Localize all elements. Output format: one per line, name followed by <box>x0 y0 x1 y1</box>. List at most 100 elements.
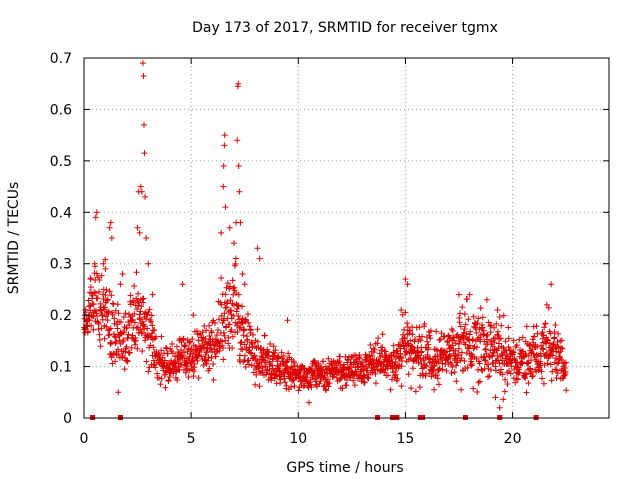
data-point <box>256 383 263 390</box>
data-point <box>123 343 130 350</box>
data-point <box>122 310 129 317</box>
data-point <box>139 348 146 355</box>
data-point <box>255 360 262 367</box>
data-point <box>306 399 312 406</box>
data-point <box>277 376 284 383</box>
data-point <box>502 376 509 383</box>
data-point <box>554 339 561 346</box>
data-point <box>353 369 360 376</box>
data-point <box>90 301 97 308</box>
data-point <box>480 327 487 334</box>
y-tick-label: 0.7 <box>50 51 72 67</box>
data-point <box>235 313 242 320</box>
data-point <box>126 349 133 356</box>
data-point <box>179 281 186 288</box>
data-point <box>482 357 489 364</box>
data-point <box>227 328 234 335</box>
data-point <box>548 281 555 288</box>
data-point <box>540 380 547 387</box>
data-point <box>418 348 425 355</box>
y-axis-label: SRMTID / TECUs <box>6 182 22 295</box>
data-point <box>231 240 237 247</box>
data-point <box>316 380 323 387</box>
data-point <box>477 336 484 343</box>
data-point <box>370 361 377 368</box>
data-point <box>220 163 227 169</box>
data-point <box>402 348 409 355</box>
data-point <box>452 340 459 347</box>
data-point <box>199 337 206 344</box>
data-point <box>143 235 150 241</box>
data-point <box>153 333 160 340</box>
data-point <box>115 351 122 358</box>
data-point <box>291 382 298 389</box>
data-point <box>112 340 119 347</box>
data-point <box>369 353 376 360</box>
data-point <box>291 359 297 366</box>
data-point <box>139 296 146 303</box>
data-point <box>501 388 508 395</box>
data-point <box>98 272 105 279</box>
data-point <box>404 320 411 327</box>
data-point <box>525 380 532 387</box>
data-point <box>92 290 99 297</box>
data-point <box>533 323 540 330</box>
data-point <box>206 344 213 351</box>
data-point <box>457 310 464 317</box>
data-point <box>539 375 546 382</box>
data-point <box>539 329 546 336</box>
data-point <box>96 336 103 343</box>
data-point <box>120 336 127 343</box>
data-point <box>359 359 366 366</box>
data-point <box>212 353 219 360</box>
data-point <box>361 372 368 379</box>
data-point <box>459 333 466 340</box>
data-point <box>93 310 100 317</box>
data-point <box>417 337 424 344</box>
data-point <box>138 303 145 310</box>
data-point <box>268 374 275 381</box>
data-point <box>523 323 530 330</box>
data-point <box>98 325 105 332</box>
data-point <box>275 354 282 361</box>
data-point <box>169 350 176 357</box>
data-point <box>139 60 146 67</box>
data-point <box>199 329 206 336</box>
data-point <box>203 349 210 356</box>
plot-frame <box>83 57 610 419</box>
data-point <box>137 183 144 190</box>
data-point <box>85 316 92 323</box>
data-point <box>124 357 131 364</box>
data-point <box>158 375 165 382</box>
data-point <box>545 304 552 311</box>
data-point <box>409 324 416 331</box>
data-point <box>186 353 193 360</box>
data-point <box>303 374 310 381</box>
data-point <box>421 321 428 328</box>
data-point <box>180 335 187 342</box>
data-point <box>446 352 453 359</box>
data-point <box>484 331 491 338</box>
data-point <box>554 360 561 367</box>
data-point <box>424 338 431 345</box>
data-point <box>194 357 201 364</box>
data-point <box>236 352 243 359</box>
data-point <box>311 358 318 365</box>
data-point <box>475 379 482 386</box>
data-point <box>211 319 218 326</box>
data-point <box>466 342 473 349</box>
data-point <box>251 352 258 359</box>
data-point <box>453 378 460 385</box>
data-point <box>325 383 332 390</box>
data-point <box>334 364 341 371</box>
y-tick-label: 0.2 <box>50 308 72 324</box>
data-point <box>448 360 455 367</box>
data-point <box>129 332 136 339</box>
data-point <box>527 342 534 349</box>
data-point <box>516 336 523 343</box>
y-tick-label: 0.5 <box>50 154 72 170</box>
data-point <box>190 356 197 363</box>
data-point <box>326 380 333 387</box>
data-point <box>158 347 165 354</box>
data-point <box>476 378 483 385</box>
